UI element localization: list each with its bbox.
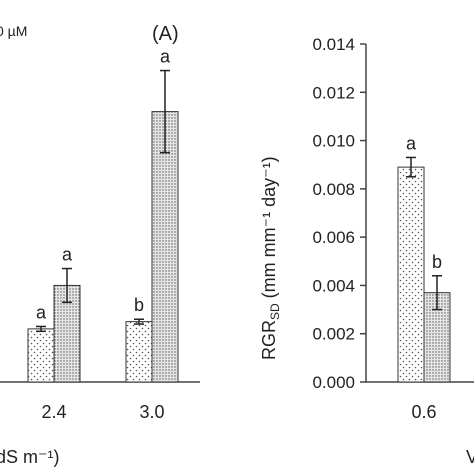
y-tick-label: 0.014 xyxy=(312,35,355,54)
bar xyxy=(125,321,153,383)
significance-letter: b xyxy=(134,295,144,315)
left-panel: 0 µM (A) a a b a 2.4 3.0 dS m⁻¹) xyxy=(0,23,200,467)
significance-letter: a xyxy=(160,47,171,67)
y-tick-label: 0.006 xyxy=(312,228,355,247)
x-tick-label: 3.0 xyxy=(139,402,164,422)
bar xyxy=(397,166,425,383)
significance-letter: a xyxy=(36,302,47,322)
bar xyxy=(151,111,179,383)
right-bars: ab xyxy=(397,133,451,383)
right-y-axis-label: RGRSD (mm mm⁻¹ day⁻¹) xyxy=(259,156,282,360)
right-x-axis-label: V xyxy=(466,447,474,467)
y-tick-label: 0.008 xyxy=(312,180,355,199)
right-y-ticks: 0.000 0.002 0.004 0.006 0.008 0.010 0.012 0.014 xyxy=(312,35,366,392)
significance-letter: a xyxy=(62,245,73,265)
y-tick-label: 0.000 xyxy=(312,373,355,392)
bar xyxy=(27,328,55,383)
left-x-tick-labels: 2.4 3.0 xyxy=(41,402,164,422)
left-x-axis-label: dS m⁻¹) xyxy=(0,447,60,467)
legend-text: 0 µM xyxy=(0,23,27,39)
left-bars: a a b a xyxy=(27,47,179,383)
right-x-tick-labels: 0.6 xyxy=(411,402,436,422)
significance-letter: a xyxy=(406,133,417,153)
y-tick-label: 0.010 xyxy=(312,132,355,151)
right-panel: 0.000 0.002 0.004 0.006 0.008 0.010 0.012 0.014… xyxy=(259,35,474,467)
significance-letter: b xyxy=(432,252,442,272)
bar xyxy=(423,292,451,383)
panel-label: (A) xyxy=(152,23,179,45)
y-tick-label: 0.004 xyxy=(312,276,355,295)
x-tick-label: 2.4 xyxy=(41,402,66,422)
x-tick-label: 0.6 xyxy=(411,402,436,422)
y-tick-label: 0.012 xyxy=(312,83,355,102)
y-tick-label: 0.002 xyxy=(312,325,355,344)
